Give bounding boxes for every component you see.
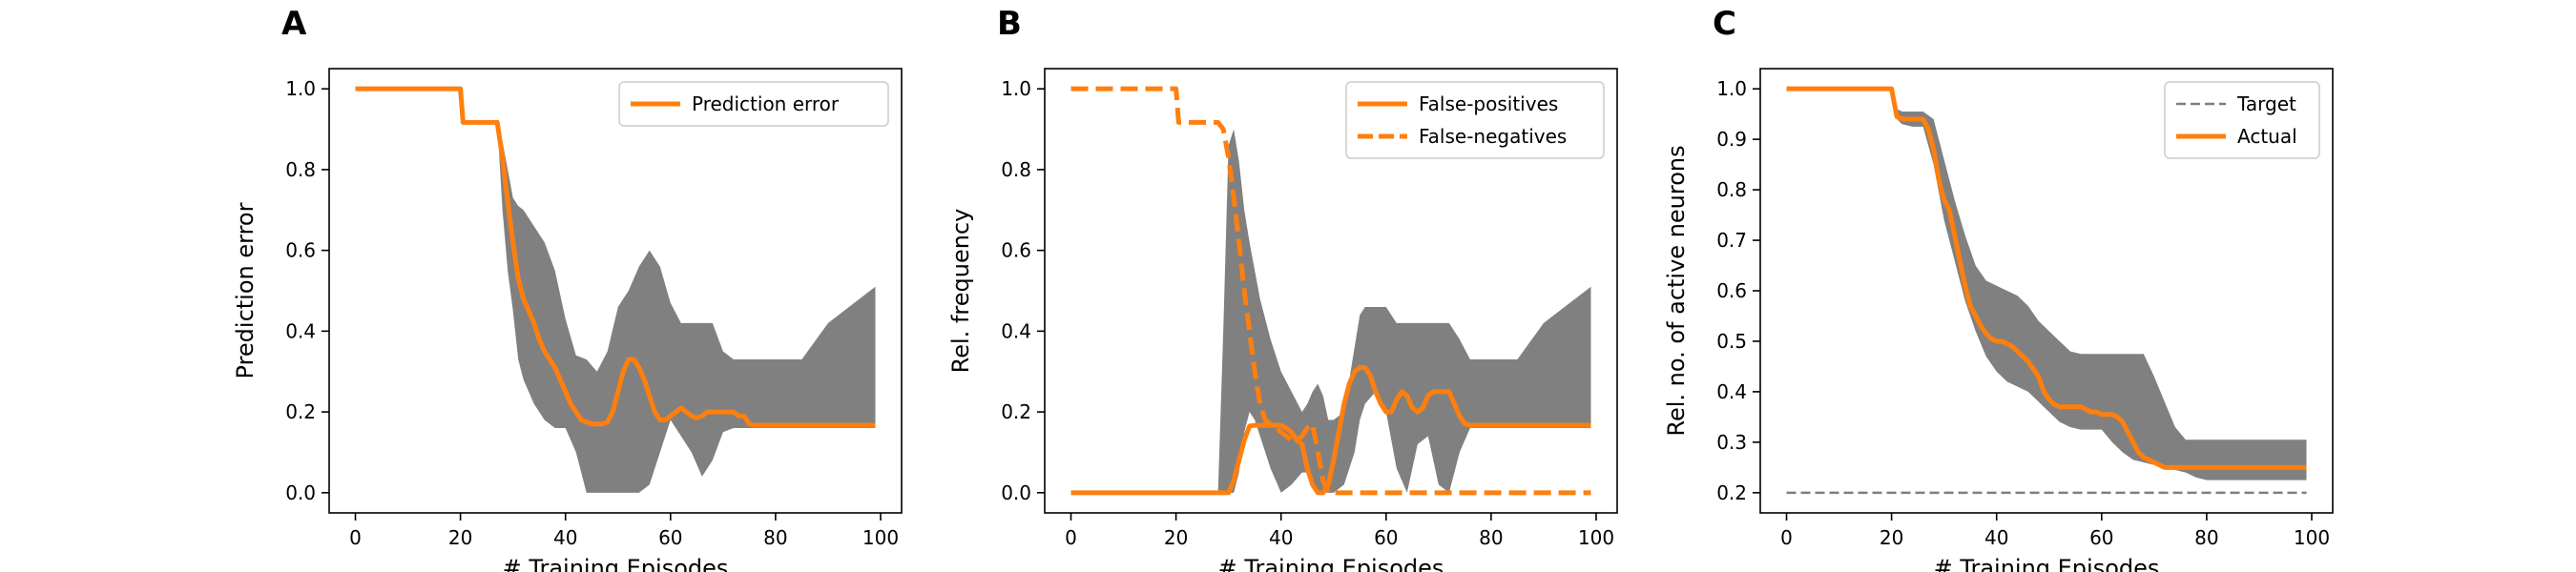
y-axis-label: Rel. no. of active neurons [1663,145,1690,436]
panel-c: C 0 20 40 60 80 100 0.2 0.3 0.4 0.5 0.6 0.7 0.8 0.9 1.0… [1663,5,2334,572]
x-tick-label: 0 [1780,526,1793,549]
panel-b: B 0 20 40 60 80 100 0.0 0.2 0.4 0.6 0.8 1.0 # Trainin… [947,5,1618,572]
x-tick-label: 0 [349,526,362,549]
x-tick-label: 100 [862,526,899,549]
legend-label: Prediction error [692,92,840,115]
y-tick-label: 0.6 [285,239,316,262]
panel-letter: A [281,5,307,43]
y-tick-label: 0.8 [285,158,316,181]
x-axis-label: # Training Episodes [503,555,729,572]
y-tick-label: 0.2 [285,400,316,423]
axes-frame [1044,68,1618,514]
y-tick-label: 0.4 [285,319,316,342]
x-tick-label: 20 [448,526,472,549]
x-axis-label: # Training Episodes [1218,555,1444,572]
legend-box [1345,81,1605,159]
y-tick-label: 0.2 [1716,481,1747,504]
variability-band [1891,89,2307,480]
legend-label: Actual [2237,125,2297,148]
panel-a: A 0 20 40 60 80 100 0.0 0.2 0.4 0.6 0.8 1.0 # Trainin… [232,5,903,572]
y-tick-label: 0.4 [1001,319,1031,342]
x-tick-label: 40 [1984,526,2008,549]
y-tick-label: 0.5 [1716,330,1747,353]
legend-label: Target [2236,92,2296,115]
variability-band [497,121,876,493]
x-tick-label: 60 [658,526,682,549]
legend: Target Actual [2164,81,2320,159]
y-tick-label: 0.8 [1001,158,1031,181]
y-tick-label: 0.6 [1716,279,1747,302]
y-tick-label: 0.8 [1716,178,1747,201]
x-tick-label: 40 [1269,526,1293,549]
x-tick-label: 80 [763,526,787,549]
x-tick-label: 80 [2194,526,2218,549]
y-axis-label: Rel. frequency [947,209,974,374]
series-line-prediction-error [355,86,876,428]
panel-letter: B [997,5,1022,43]
panel-letter: C [1713,5,1736,43]
y-tick-label: 1.0 [1001,77,1031,100]
y-tick-label: 0.0 [285,481,316,504]
x-tick-label: 60 [2089,526,2113,549]
x-tick-label: 100 [2294,526,2330,549]
x-tick-label: 100 [1578,526,1614,549]
y-tick-label: 0.6 [1001,239,1031,262]
x-axis-label: # Training Episodes [1934,555,2160,572]
x-tick-label: 20 [1880,526,1903,549]
legend-box [618,81,889,127]
x-tick-label: 40 [553,526,577,549]
y-tick-label: 0.3 [1716,431,1747,454]
y-tick-label: 1.0 [285,77,316,100]
axes-frame [328,68,903,514]
legend-label: False-negatives [1419,125,1567,148]
x-tick-label: 60 [1374,526,1398,549]
x-tick-label: 0 [1065,526,1077,549]
y-tick-label: 0.0 [1001,481,1031,504]
y-tick-label: 0.4 [1716,380,1747,403]
legend: Prediction error [618,81,889,127]
series-line-false-negatives [1070,86,1591,496]
x-tick-label: 80 [1479,526,1503,549]
series-line-actual [1786,86,2307,470]
y-tick-label: 0.7 [1716,229,1747,252]
y-tick-label: 1.0 [1716,77,1747,100]
y-tick-label: 0.2 [1001,400,1031,423]
legend-box [2164,81,2320,159]
variability-band [1217,129,1591,493]
y-tick-label: 0.9 [1716,128,1747,151]
legend: False-positives False-negatives [1345,81,1605,159]
x-tick-label: 20 [1164,526,1188,549]
legend-label: False-positives [1419,92,1558,115]
y-axis-label: Prediction error [232,202,259,378]
